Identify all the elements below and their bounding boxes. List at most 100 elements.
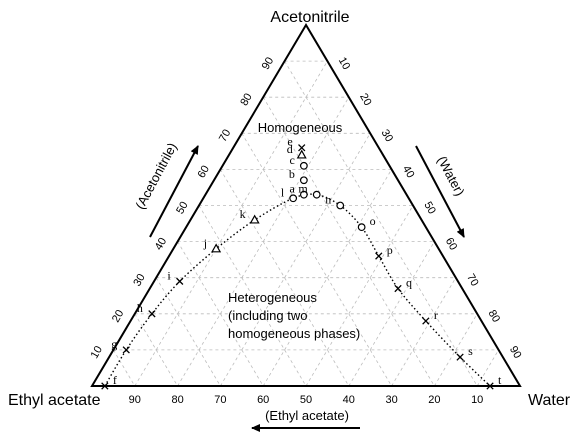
tick-label-right: 80 bbox=[486, 308, 503, 325]
tick-label-left: 90 bbox=[260, 55, 277, 72]
tick-label-bottom: 50 bbox=[300, 394, 312, 406]
circle-marker bbox=[357, 223, 366, 232]
grid-line bbox=[262, 96, 435, 387]
grid-line bbox=[476, 349, 499, 387]
axis-name-left: (Acetonitrile) bbox=[132, 140, 180, 211]
binodal-curve bbox=[104, 193, 491, 387]
tick-label-bottom: 60 bbox=[257, 394, 269, 406]
data-point-b: b bbox=[289, 167, 308, 185]
point-label: p bbox=[387, 243, 393, 257]
tick-label-bottom: 30 bbox=[385, 394, 397, 406]
tick-label-right: 50 bbox=[421, 200, 438, 217]
grid-line bbox=[391, 277, 457, 387]
data-point-e: e bbox=[287, 135, 306, 152]
point-label: d bbox=[287, 142, 293, 156]
grid-line bbox=[198, 205, 307, 387]
vertex-label-top: Acetonitrile bbox=[270, 9, 349, 26]
tick-label-bottom: 80 bbox=[171, 394, 183, 406]
tick-label-left: 60 bbox=[196, 164, 213, 181]
tick-label-right: 60 bbox=[443, 236, 460, 253]
triangle-marker bbox=[211, 243, 222, 253]
tick-label-left: 40 bbox=[153, 236, 170, 253]
data-point-f: f bbox=[101, 373, 117, 390]
tick-label-left: 20 bbox=[110, 308, 127, 325]
grid-line bbox=[177, 96, 350, 387]
triangle-marker bbox=[296, 149, 307, 159]
water-direction-arrow bbox=[415, 145, 465, 238]
tick-labels: 10 20 30 40 50 60 70 80 90 10 20 30 40 50 60 70 80 90 90 80… bbox=[89, 55, 524, 406]
point-label: e bbox=[287, 135, 292, 149]
circle-marker bbox=[289, 194, 298, 203]
data-point-p: p bbox=[375, 243, 393, 260]
data-point-i: i bbox=[167, 268, 184, 285]
tick-label-bottom: 10 bbox=[471, 394, 483, 406]
vertex-label-left: Ethyl acetate bbox=[8, 392, 101, 409]
data-point-c: c bbox=[290, 153, 308, 170]
cross-marker bbox=[176, 277, 184, 285]
grid-line bbox=[348, 241, 435, 387]
point-label: s bbox=[468, 344, 473, 358]
circle-marker bbox=[299, 161, 308, 170]
data-point-m: m bbox=[298, 182, 321, 199]
data-point-r: r bbox=[422, 308, 438, 325]
grid-line bbox=[241, 133, 392, 387]
point-label: j bbox=[203, 236, 207, 250]
circle-marker bbox=[312, 190, 321, 199]
triangle-frame bbox=[90, 23, 522, 387]
cross-marker bbox=[298, 144, 306, 152]
data-point-h: h bbox=[137, 301, 156, 318]
data-point-s: s bbox=[456, 344, 473, 361]
point-label: t bbox=[498, 373, 502, 387]
cross-marker bbox=[101, 382, 109, 390]
heterogeneous-label-line3: homogeneous phases) bbox=[228, 326, 360, 341]
point-label: g bbox=[111, 337, 117, 351]
grid-line bbox=[305, 205, 414, 387]
grid-line bbox=[134, 313, 178, 387]
point-label: c bbox=[290, 153, 295, 167]
tick-label-bottom: 40 bbox=[343, 394, 355, 406]
point-label: n bbox=[325, 193, 331, 207]
data-point-q: q bbox=[394, 276, 412, 293]
axis-name-bottom: (Ethyl acetate) bbox=[265, 408, 349, 423]
tick-label-left: 30 bbox=[131, 272, 148, 289]
tick-label-left: 10 bbox=[89, 344, 106, 361]
tick-label-bottom: 70 bbox=[214, 394, 226, 406]
cross-marker bbox=[122, 346, 130, 354]
grid-line bbox=[220, 133, 371, 387]
tick-label-right: 20 bbox=[357, 91, 374, 108]
point-label: f bbox=[113, 373, 117, 387]
point-label: b bbox=[289, 167, 295, 181]
grid-line bbox=[134, 60, 328, 387]
circle-marker bbox=[336, 201, 345, 210]
data-point-l: l bbox=[281, 185, 298, 203]
data-point-j: j bbox=[203, 236, 222, 253]
cross-marker bbox=[394, 284, 402, 293]
tick-label-bottom: 20 bbox=[428, 394, 440, 406]
cross-marker bbox=[422, 317, 430, 325]
grid-line bbox=[284, 60, 478, 387]
tick-label-right: 10 bbox=[336, 55, 353, 72]
point-label: a bbox=[290, 182, 296, 196]
homogeneous-label: Homogeneous bbox=[258, 120, 343, 135]
grid-line bbox=[155, 277, 221, 387]
vertex-label-right: Water bbox=[528, 392, 571, 409]
point-label: o bbox=[370, 214, 376, 228]
point-label: h bbox=[137, 301, 143, 315]
tick-label-right: 30 bbox=[379, 127, 396, 144]
point-label: l bbox=[281, 185, 285, 199]
data-point-n: n bbox=[325, 193, 345, 210]
data-point-o: o bbox=[357, 214, 376, 232]
triangle-marker bbox=[249, 214, 260, 224]
data-point-k: k bbox=[240, 207, 260, 224]
point-label: i bbox=[167, 268, 171, 282]
data-point-g: g bbox=[111, 337, 130, 354]
tick-label-right: 40 bbox=[400, 164, 417, 181]
cross-marker bbox=[148, 310, 156, 318]
tick-label-right: 90 bbox=[507, 344, 524, 361]
grid-line bbox=[177, 241, 264, 387]
tick-label-left: 70 bbox=[217, 127, 234, 144]
tick-label-right: 70 bbox=[464, 272, 481, 289]
data-point-t: t bbox=[486, 373, 502, 390]
